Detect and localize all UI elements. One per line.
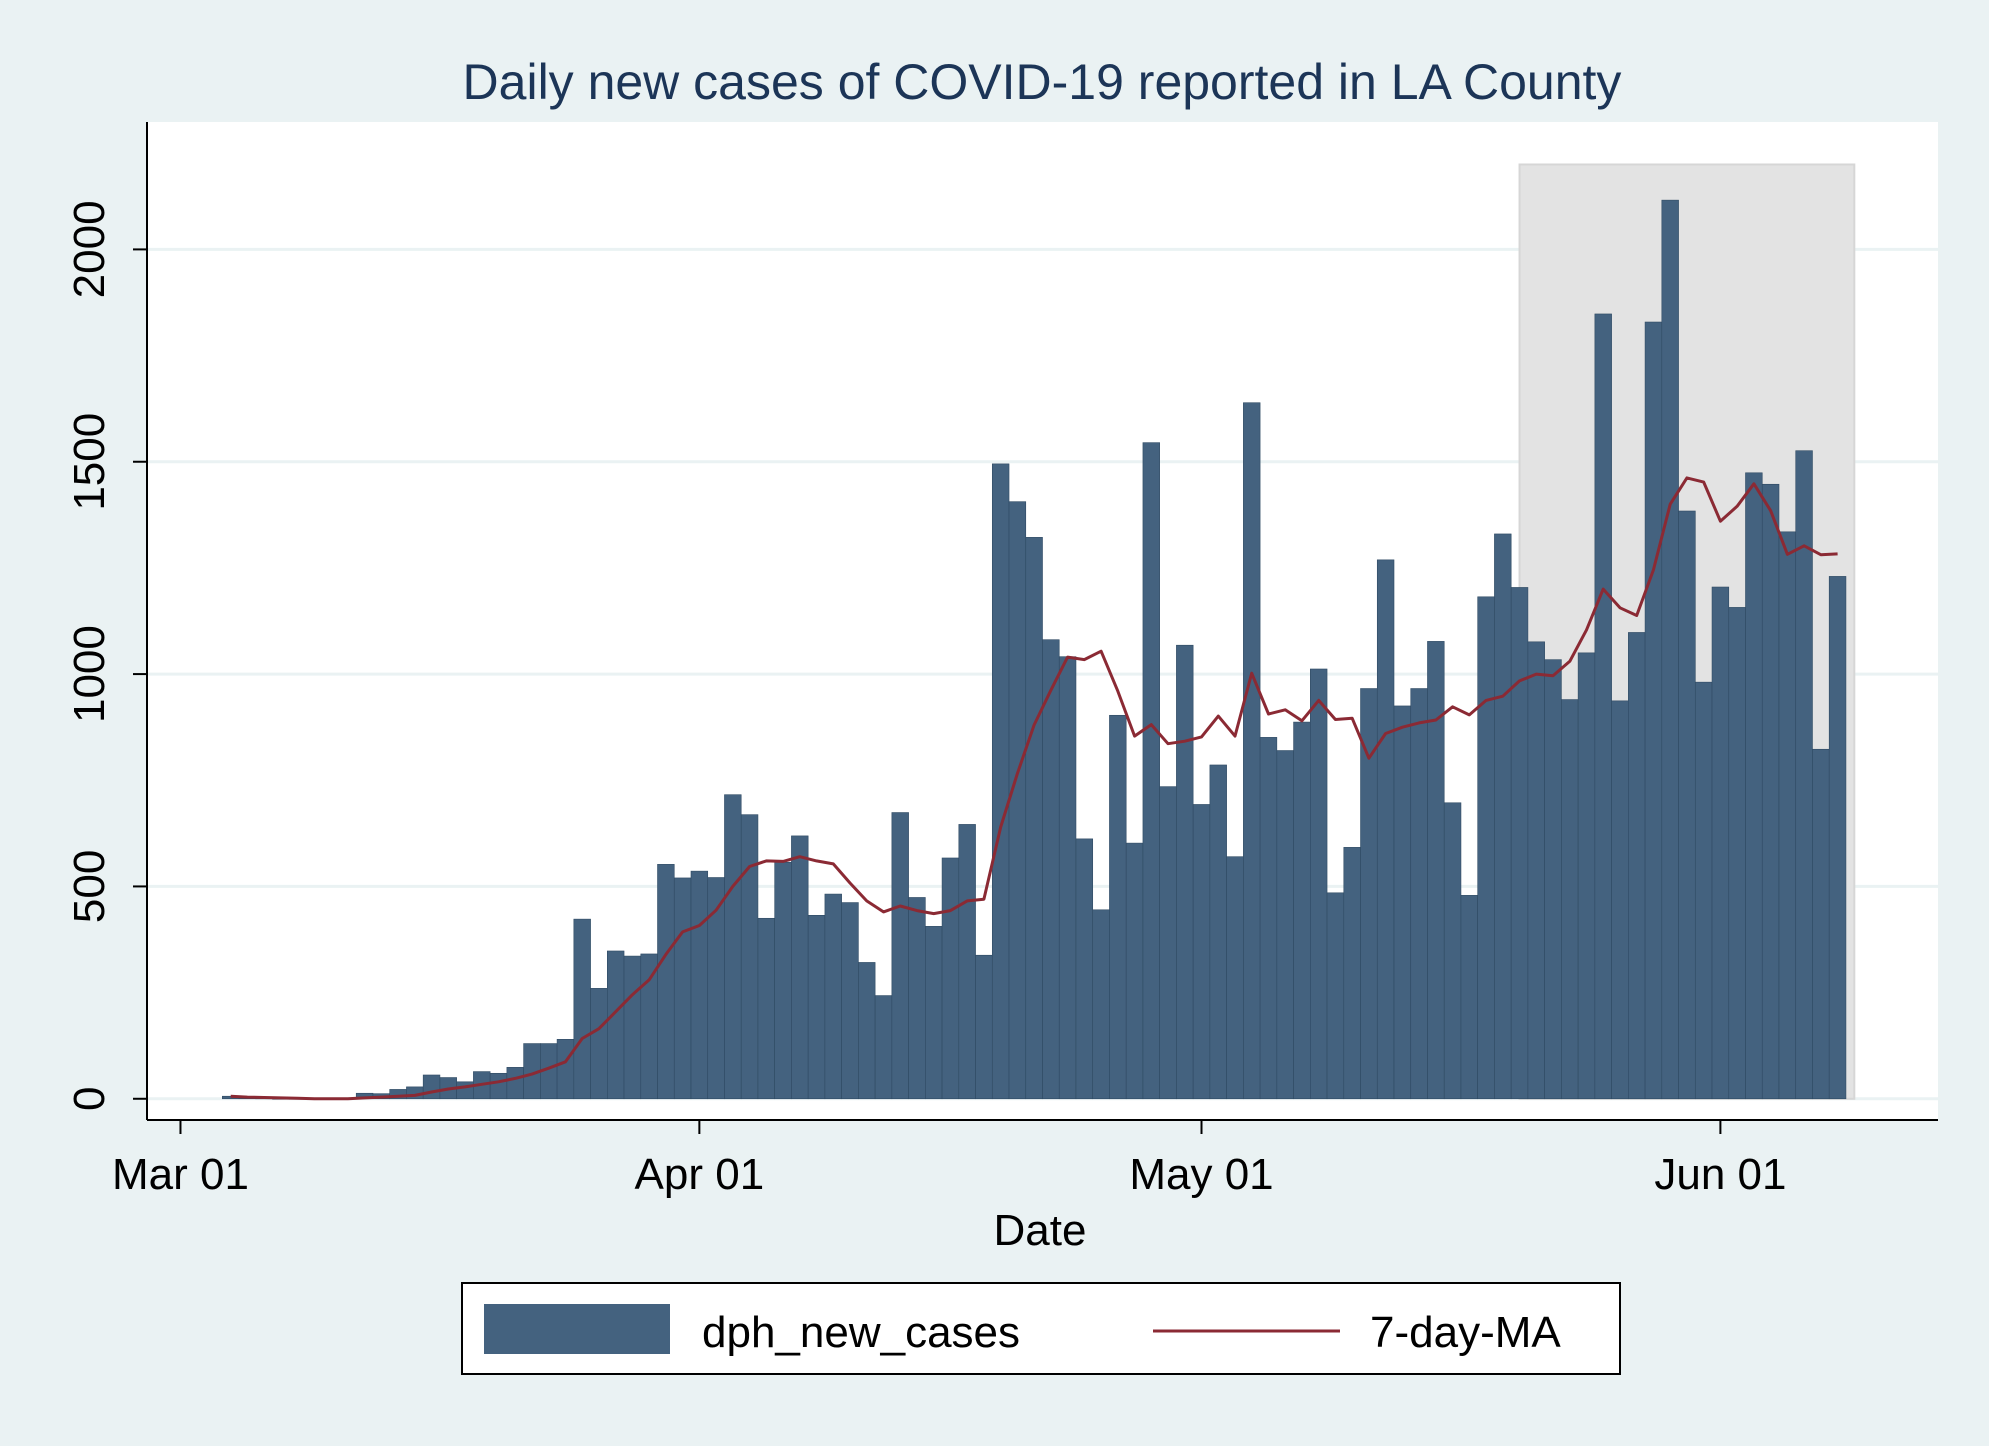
bar: [1209, 764, 1227, 1100]
bar: [1728, 607, 1746, 1100]
bar: [891, 812, 909, 1100]
bar: [422, 1074, 441, 1100]
bar: [858, 962, 876, 1100]
bar: [1125, 842, 1144, 1100]
bar: [1628, 632, 1646, 1100]
bar: [824, 893, 842, 1100]
bar: [1109, 714, 1127, 1100]
bar: [623, 955, 642, 1100]
bar: [607, 950, 625, 1100]
bar: [456, 1081, 474, 1100]
bar: [1058, 656, 1077, 1100]
bar: [673, 877, 692, 1100]
legend-label-bars: dph_new_cases: [702, 1308, 1020, 1357]
bar: [1544, 659, 1562, 1100]
bar: [489, 1072, 508, 1100]
bar: [1644, 321, 1663, 1100]
bar: [1711, 586, 1730, 1100]
bar: [1259, 737, 1278, 1100]
bar: [1226, 856, 1244, 1100]
bar: [1393, 705, 1412, 1100]
legend-swatch-bars: [484, 1304, 670, 1354]
bar: [975, 954, 993, 1100]
bar: [1008, 501, 1027, 1100]
bar: [1293, 721, 1311, 1100]
x-tick-label: Jun 01: [1654, 1150, 1786, 1199]
bar: [1142, 442, 1160, 1100]
bar: [1778, 531, 1797, 1100]
bar: [1828, 576, 1847, 1100]
bar: [1761, 483, 1780, 1100]
bar: [807, 915, 826, 1100]
bar: [506, 1067, 524, 1100]
bar: [1243, 402, 1261, 1100]
y-tick-label: 0: [65, 1087, 114, 1111]
bar: [590, 988, 608, 1100]
bar: [724, 794, 742, 1100]
bar: [573, 918, 591, 1100]
bar: [690, 870, 709, 1100]
bar: [657, 864, 675, 1100]
bar: [991, 463, 1010, 1100]
bar: [1477, 596, 1495, 1100]
bar: [958, 824, 976, 1100]
bar: [1661, 199, 1679, 1100]
bar: [1561, 699, 1579, 1100]
axes: 0 500 1000 1500 2000 Mar 01 Apr 01 May 01 Jun 01: [65, 122, 1938, 1199]
x-tick-label: Apr 01: [635, 1150, 765, 1199]
line-series: [230, 476, 1838, 1101]
bar: [1594, 313, 1612, 1100]
y-tick-label: 1500: [65, 413, 114, 511]
y-tick-label: 1000: [65, 625, 114, 723]
bar: [1326, 892, 1345, 1100]
bar: [1192, 804, 1211, 1100]
bar: [941, 857, 960, 1100]
y-tick-label: 2000: [65, 200, 114, 298]
bar: [1343, 847, 1361, 1100]
legend-label-line: 7-day-MA: [1370, 1308, 1561, 1357]
bar: [1745, 472, 1763, 1100]
x-axis-label: Date: [994, 1206, 1087, 1255]
bar: [1812, 748, 1830, 1100]
bar: [1075, 838, 1094, 1100]
bar: [1376, 559, 1395, 1100]
chart-title: Daily new cases of COVID-19 reported in …: [463, 54, 1622, 110]
bar: [791, 835, 809, 1100]
bar: [841, 902, 859, 1100]
bar: [1678, 510, 1696, 1100]
bar: [1025, 537, 1043, 1100]
moving-average-line: [230, 476, 1838, 1101]
x-tick-label: Mar 01: [112, 1150, 249, 1199]
bar: [1527, 641, 1545, 1100]
bar: [774, 861, 792, 1100]
bar: [1310, 668, 1328, 1100]
bar: [1159, 786, 1177, 1100]
bar: [1443, 802, 1462, 1100]
bar: [1410, 688, 1428, 1100]
bar: [640, 953, 658, 1100]
x-tick-label: May 01: [1129, 1150, 1273, 1199]
bar: [1460, 895, 1478, 1100]
bar: [1694, 681, 1713, 1100]
bar: [908, 897, 926, 1100]
bar: [1042, 639, 1060, 1100]
bar: [740, 814, 759, 1100]
bar: [1510, 587, 1529, 1100]
bar: [874, 995, 893, 1100]
bar: [1176, 644, 1194, 1100]
y-tick-label: 500: [65, 850, 114, 923]
bar: [1494, 533, 1512, 1100]
bar: [925, 926, 943, 1100]
bar: [556, 1039, 575, 1100]
bar: [1577, 652, 1596, 1100]
bar: [1611, 700, 1629, 1100]
bar: [757, 917, 775, 1100]
legend: dph_new_cases 7-day-MA: [461, 1282, 1621, 1375]
bar-series: [222, 199, 1847, 1100]
bar: [1092, 909, 1110, 1100]
bar: [1276, 750, 1294, 1100]
bar: [1427, 641, 1445, 1100]
